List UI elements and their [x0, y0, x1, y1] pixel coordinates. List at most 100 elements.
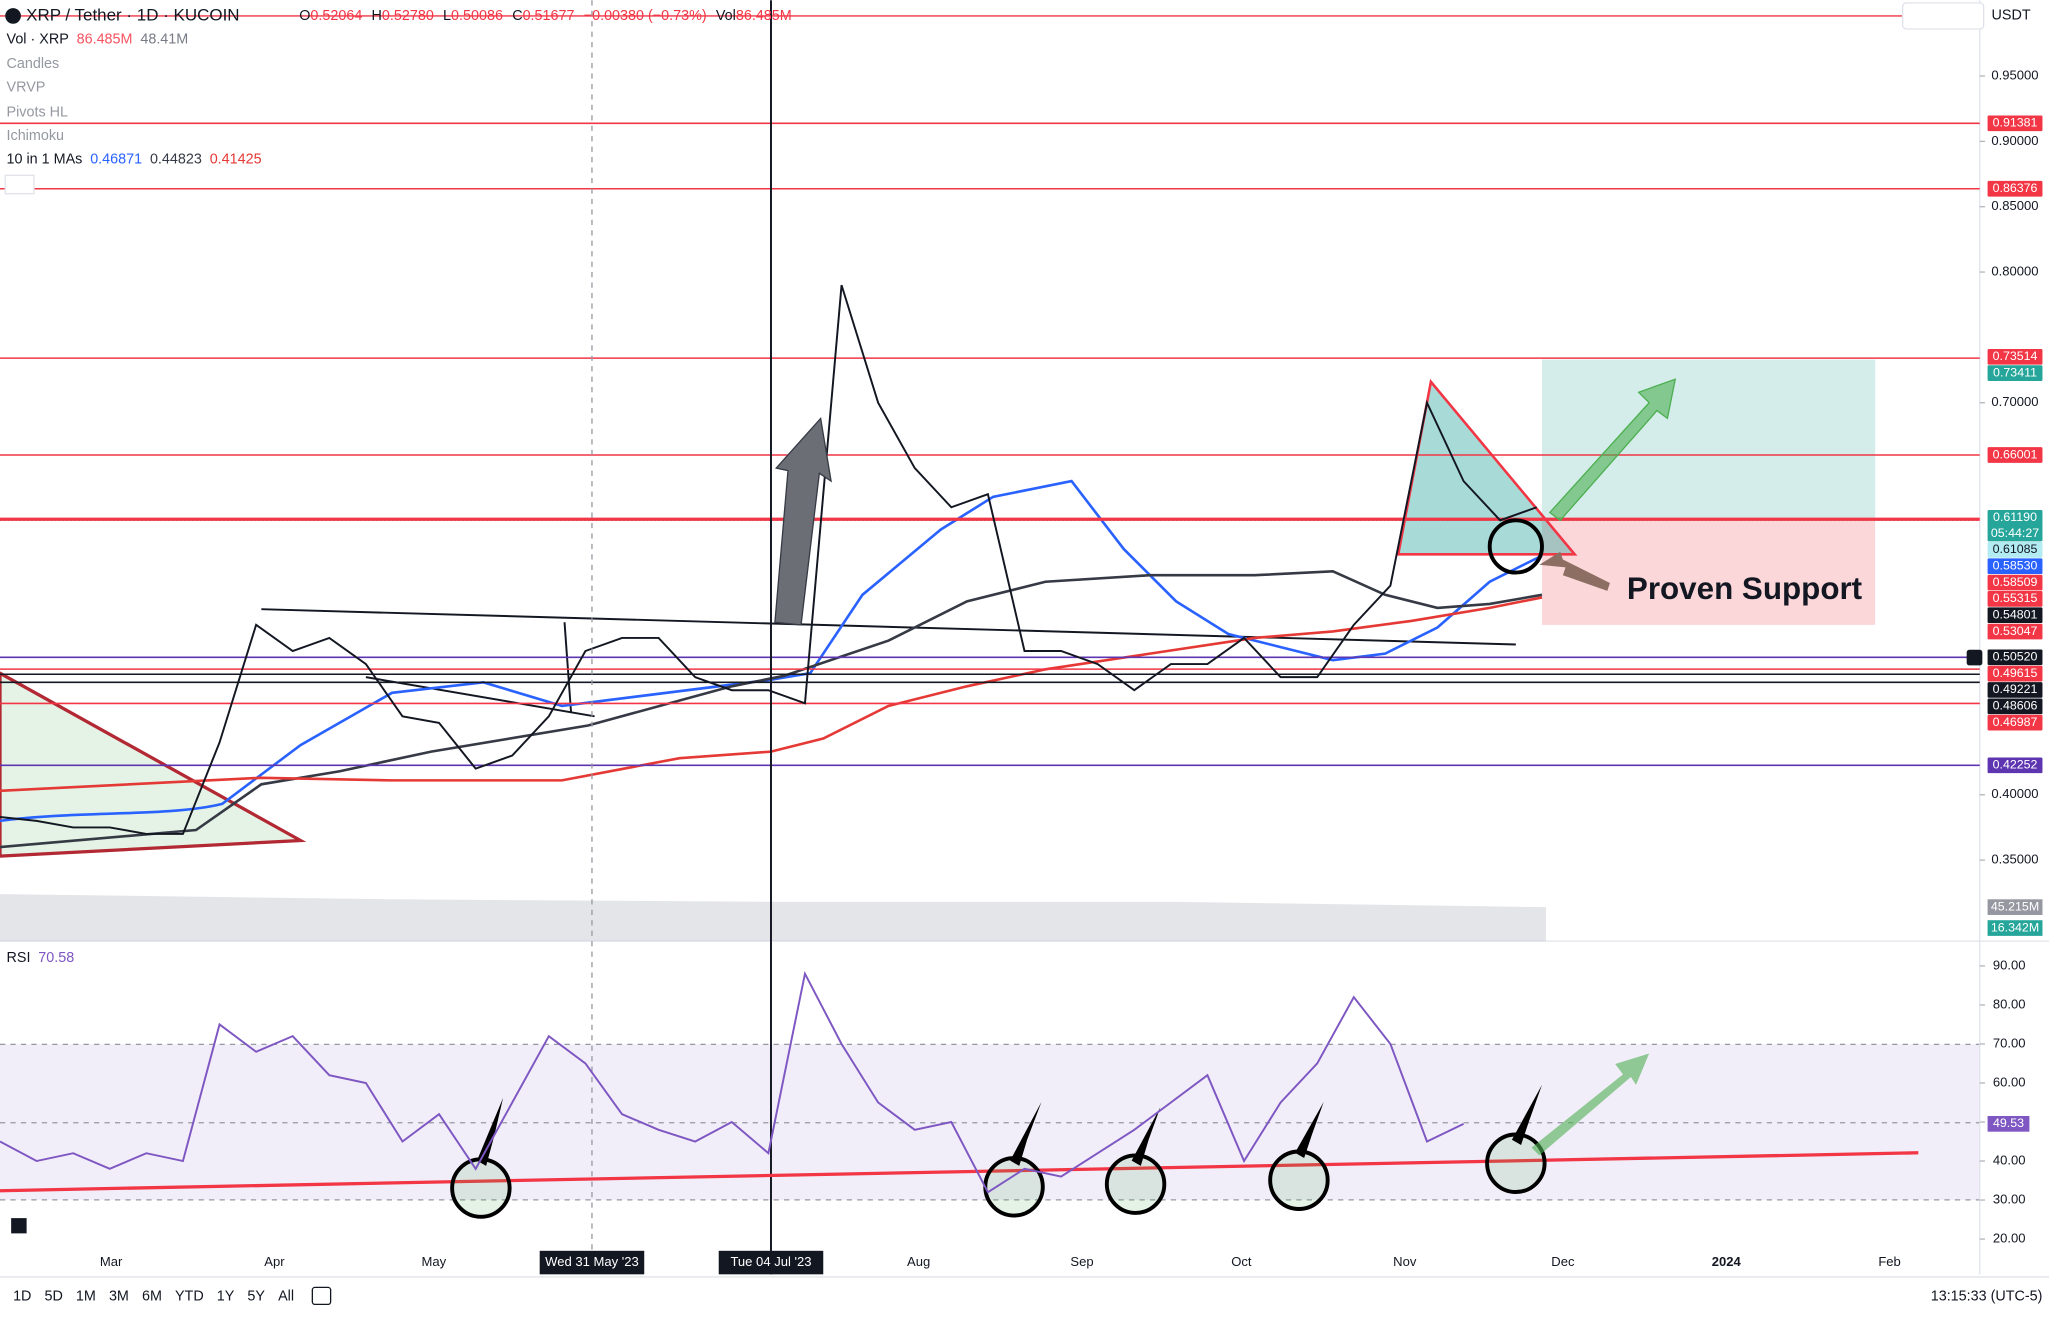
time-badge — [718, 1250, 824, 1275]
price-badge — [1987, 623, 2043, 640]
price-badge-label: 0.55315 — [1993, 591, 2038, 605]
currency[interactable]: USDT — [1992, 8, 2031, 24]
price-badge-label: 0.86376 — [1993, 181, 2038, 195]
ohlc-value: 0.52064 — [310, 8, 362, 24]
price-badge-label: 0.73411 — [1993, 365, 2037, 379]
ma-line — [0, 596, 1543, 793]
hidden-indicator[interactable]: Ichimoku — [7, 128, 64, 144]
ohlc-value: 0.50086 — [451, 8, 503, 24]
price-pane: 0.95000 0.90000 0.85000 0.80000 0.70000 0.400… — [0, 67, 2043, 936]
scale-buttons[interactable] — [1901, 2, 1985, 30]
ma-indicator: 10 in 1 MAs 0.46871 0.44823 0.41425 — [7, 151, 262, 167]
symbol-icon — [5, 8, 21, 24]
crosshair-badge-icon — [1966, 649, 1983, 666]
price-badge — [1987, 649, 2043, 666]
rsi-pane: 90.0080.0070.0060.0050.0040.0030.0020.00… — [0, 957, 2030, 1246]
volume-badge-label: 16.342M — [1991, 920, 2039, 934]
volume-badge — [1987, 920, 2043, 936]
collapse-button[interactable] — [4, 174, 35, 195]
price-badge — [1987, 115, 2043, 132]
hidden-indicator[interactable]: VRVP — [7, 80, 46, 96]
volume-badge-label: 45.215M — [1991, 899, 2039, 913]
y-tick-label: 60.00 — [1993, 1074, 2026, 1089]
range-button[interactable]: 5D — [44, 1288, 62, 1304]
price-badge — [1987, 447, 2043, 463]
price-badge — [1987, 542, 2043, 558]
arrow — [774, 416, 832, 626]
arrow — [1010, 1101, 1042, 1166]
price-badge — [1987, 180, 2043, 197]
volume-ma-area — [0, 894, 1546, 942]
indicator-name: Vol · XRP — [7, 31, 69, 47]
price-line — [0, 284, 1538, 835]
price-badge — [1987, 558, 2043, 575]
ohlc-key: H — [372, 8, 382, 24]
indicator-value: 0.46871 — [90, 151, 142, 167]
price-badge — [1987, 714, 2043, 731]
arrow — [476, 1097, 504, 1166]
highlight-circle — [1268, 1149, 1330, 1211]
ohlc-key: C — [512, 8, 522, 24]
volume-indicator: Vol · XRP 86.485M 48.41M — [7, 31, 189, 47]
clock: 13:15:33 (UTC-5) — [1931, 1288, 2043, 1304]
countdown: 05:44:27 — [1991, 526, 2039, 540]
price-badge-label: 0.58530 — [1993, 558, 2038, 572]
rsi-trendline — [0, 1151, 1919, 1193]
price-badge — [1987, 607, 2043, 624]
y-tick-label: 0.85000 — [1991, 198, 2038, 213]
price-badge-label: 0.54801 — [1993, 607, 2038, 621]
y-tick-label: 0.90000 — [1991, 133, 2038, 148]
ohlc-key: O — [299, 8, 310, 24]
x-tick-label: May — [422, 1254, 447, 1269]
price-badge — [1987, 365, 2043, 381]
rsi-arrows — [476, 1084, 1542, 1166]
indicator-name: RSI — [7, 950, 31, 966]
y-tick-label: 0.40000 — [1991, 786, 2038, 801]
price-badge-label: 0.61085 — [1993, 542, 2038, 556]
volume-key: Vol — [716, 8, 736, 24]
y-tick-label: 80.00 — [1993, 996, 2026, 1011]
price-badge-label: 0.42252 — [1993, 758, 2038, 772]
price-badge-label: 0.48606 — [1993, 699, 2038, 713]
date-range-button[interactable] — [311, 1286, 332, 1306]
indicator-value: 48.41M — [140, 31, 188, 47]
price-badge — [1987, 682, 2043, 698]
hidden-indicator[interactable]: Candles — [7, 56, 60, 72]
range-button[interactable]: 5Y — [247, 1288, 265, 1304]
y-tick-label: 0.80000 — [1991, 263, 2038, 278]
indicator-value: 70.58 — [38, 950, 74, 966]
time-axis: Mar Apr May Wed 31 May '23 Tue 04 Jul '23 Aug… — [100, 1250, 1901, 1275]
price-badge — [1987, 665, 2043, 682]
volume-value: 86.485M — [736, 8, 792, 24]
volume-badge — [1987, 899, 2043, 915]
rsi-legend: RSI 70.58 — [7, 950, 75, 966]
trendline — [563, 622, 573, 713]
range-button[interactable]: 1Y — [217, 1288, 235, 1304]
highlight-circle — [1104, 1153, 1167, 1215]
y-tick-label: 30.00 — [1993, 1191, 2026, 1206]
indicator-value: 0.41425 — [210, 151, 262, 167]
range-button[interactable]: YTD — [175, 1288, 204, 1304]
range-button[interactable]: 6M — [142, 1288, 162, 1304]
rsi-badge — [1987, 1115, 2030, 1132]
arrow — [1294, 1101, 1324, 1159]
hidden-indicator[interactable]: Pivots HL — [7, 104, 68, 120]
y-tick-label: 70.00 — [1993, 1035, 2026, 1050]
arrow — [1531, 1053, 1650, 1156]
x-tick-label: Dec — [1551, 1254, 1575, 1269]
long-profit-zone — [1541, 359, 1876, 521]
x-tick-label: Apr — [264, 1254, 285, 1269]
range-button[interactable]: 1D — [13, 1288, 31, 1304]
range-button[interactable]: 1M — [76, 1288, 96, 1304]
highlight-circle — [1485, 1132, 1547, 1194]
x-tick-label: Sep — [1070, 1254, 1093, 1269]
arrow — [1548, 378, 1677, 522]
symbol: XRP / Tether · 1D · KUCOIN — [26, 5, 239, 24]
price-badge — [1987, 510, 2043, 542]
x-tick-label: Aug — [907, 1254, 930, 1269]
range-button[interactable]: 3M — [109, 1288, 129, 1304]
price-badge-label: 0.49221 — [1993, 682, 2038, 696]
range-button[interactable]: All — [278, 1288, 294, 1304]
